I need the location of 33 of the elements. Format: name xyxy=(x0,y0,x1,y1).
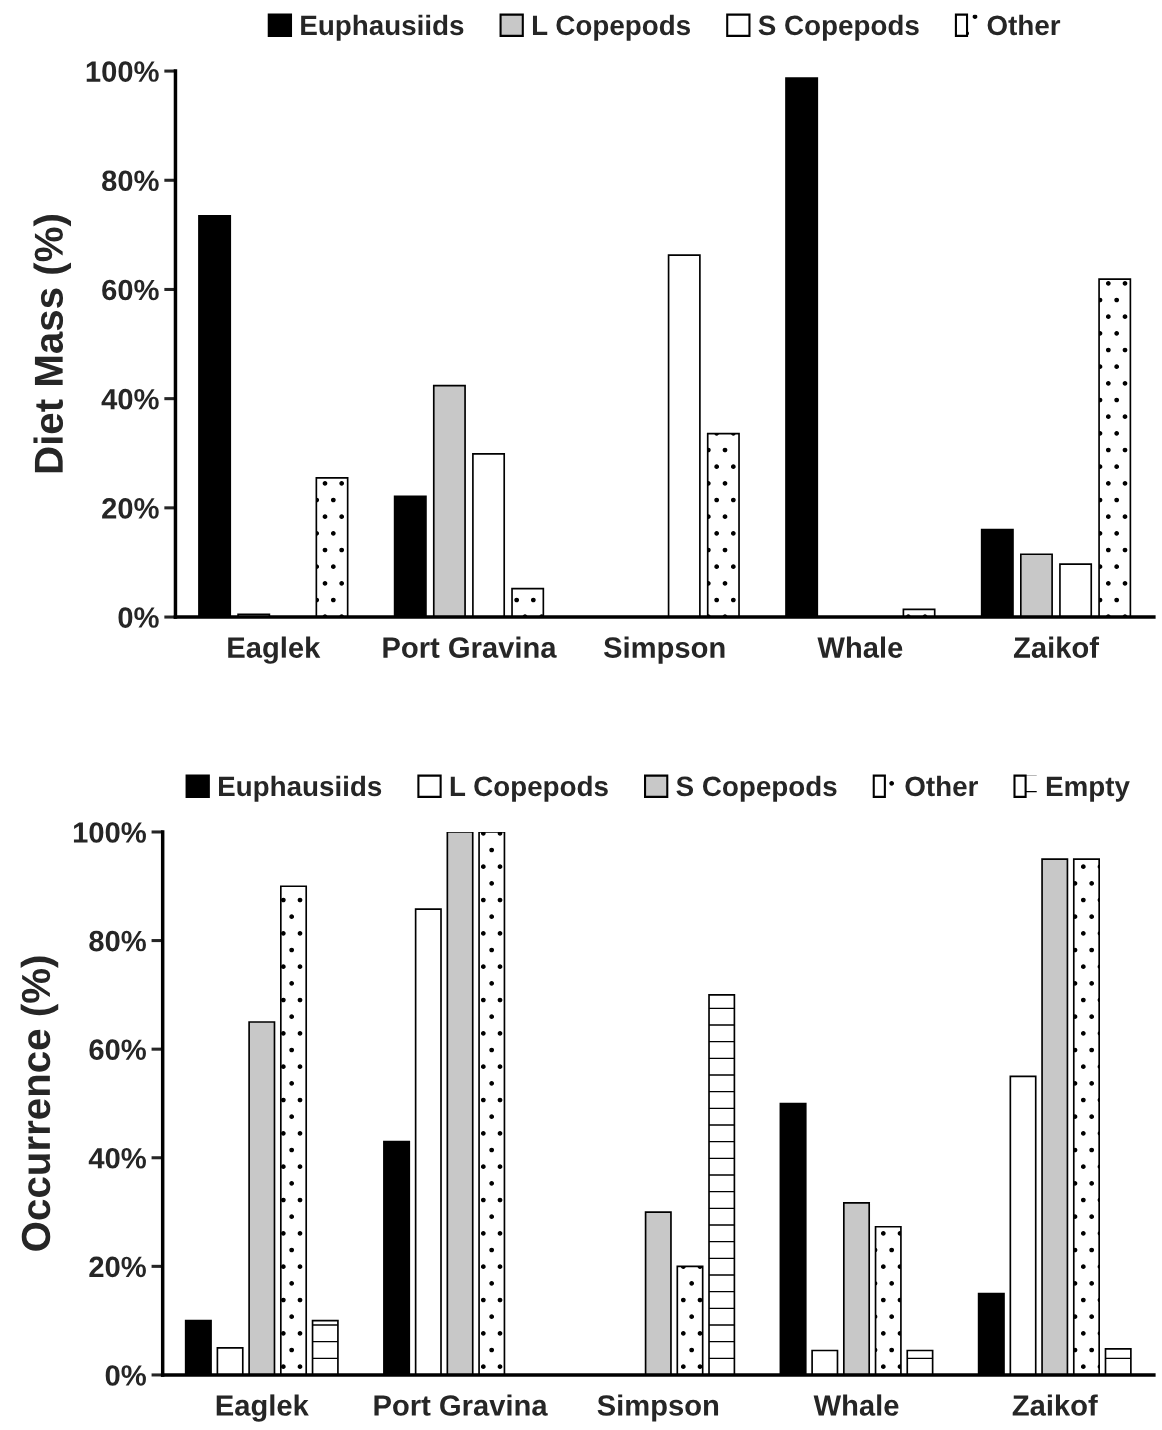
y-tick-label: 100% xyxy=(86,61,159,82)
x-tick-label: Port Gravina xyxy=(383,636,557,658)
legend-label: S Copepods xyxy=(758,14,919,41)
y-tick-label: 60% xyxy=(102,279,159,301)
y-axis-title: Diet Mass (%) xyxy=(33,215,72,473)
y-axis-title: Occurrence (%) xyxy=(20,956,59,1251)
y-tick-label: 0% xyxy=(105,1365,146,1386)
y-tick-label: 0% xyxy=(118,607,159,628)
x-tick-label: Eaglek xyxy=(216,1394,309,1422)
legend-label: Other xyxy=(905,775,978,797)
y-tick-label: 40% xyxy=(88,1147,146,1169)
y-tick-label: 20% xyxy=(102,498,159,519)
legend-label: S Copepods xyxy=(676,775,837,802)
y-tick-label: 20% xyxy=(89,1256,146,1278)
legend-label: Other xyxy=(987,14,1061,36)
x-tick-label: Eaglek xyxy=(228,636,321,664)
x-tick-label: Zaikof xyxy=(1013,636,1100,658)
x-tick-label: Whale xyxy=(813,1394,899,1416)
x-tick-label: Simpson xyxy=(603,636,725,664)
x-tick-label: Simpson xyxy=(597,1394,719,1422)
y-tick-label: 100% xyxy=(73,822,146,843)
legend-label: L Copepods xyxy=(450,775,608,802)
y-tick-label: 80% xyxy=(89,930,146,952)
y-tick-label: 80% xyxy=(102,170,159,192)
y-tick-label: 60% xyxy=(89,1039,146,1061)
legend-label: Euphausiids xyxy=(219,775,382,802)
x-tick-label: Whale xyxy=(817,636,903,658)
legend-label: L Copepods xyxy=(532,14,690,41)
y-tick-label: 40% xyxy=(101,388,159,410)
legend-label: Empty xyxy=(1046,776,1130,802)
x-tick-label: Port Gravina xyxy=(374,1394,548,1416)
x-tick-label: Zaikof xyxy=(1012,1394,1098,1416)
legend-label: Euphausiids xyxy=(301,14,464,41)
